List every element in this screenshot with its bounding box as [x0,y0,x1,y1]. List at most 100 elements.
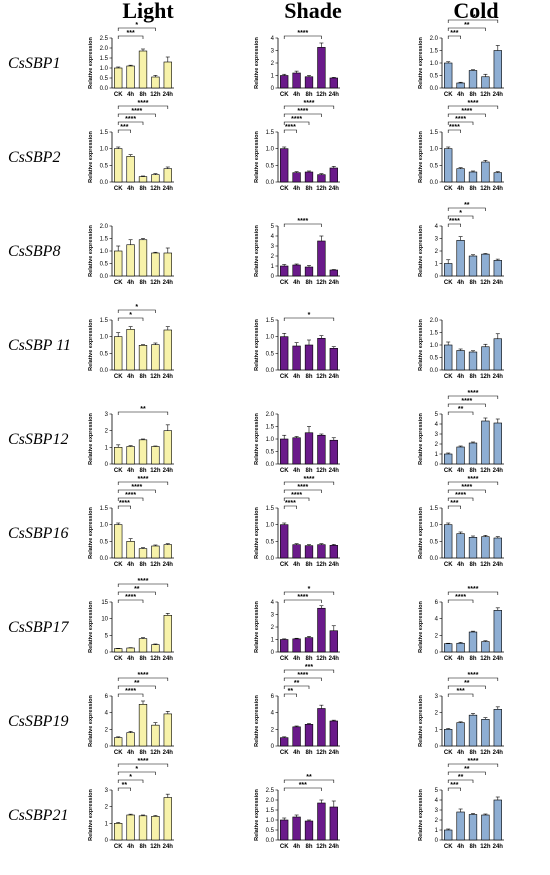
x-tick-label: 8h [305,468,312,474]
x-tick-label: 24h [163,92,174,98]
y-tick-label: 0.5 [430,163,439,169]
x-tick-label: 12h [316,844,327,850]
bar [317,47,326,89]
y-tick-label: 1.0 [266,818,275,824]
bar [329,545,338,559]
bar [481,346,490,371]
x-tick-label: 4h [293,280,300,286]
significance-bracket [283,121,310,125]
y-tick-label: 3 [105,788,109,794]
x-tick-label: 24h [493,468,504,474]
y-tick-label: 1 [435,262,439,268]
x-tick-label: 4h [457,468,464,474]
significance-bracket [447,481,499,485]
bar [126,156,135,183]
y-tick-label: 1.5 [100,56,109,62]
significance-label: ** [134,680,140,687]
significance-bracket [447,129,461,133]
bar [444,729,453,747]
significance-bracket [283,129,297,133]
x-tick-label: 8h [305,374,312,380]
y-axis-label: Relative expression [254,601,260,653]
significance-bracket [447,207,486,211]
y-axis-label: Relative expression [254,413,260,465]
bar [151,446,160,465]
x-tick-label: 8h [139,468,146,474]
y-tick-label: 3 [271,244,275,250]
y-tick-label: 0.5 [430,539,439,545]
y-tick-label: 1.0 [100,66,109,72]
x-tick-label: CK [114,844,123,850]
significance-bracket [117,763,169,767]
significance-label: * [135,22,138,29]
significance-bracket [283,489,322,493]
bar [456,533,465,559]
bar [456,642,465,653]
x-tick-label: CK [280,186,289,192]
x-tick-label: 8h [469,468,476,474]
y-tick-label: 1.5 [100,130,109,136]
x-tick-label: 24h [329,656,340,662]
significance-label: **** [468,476,479,483]
chart-panel-CsSBP2-shade: 0.0 0.5 1.0 1.5 Relative expression CK 4h 8h 12h… [254,100,340,192]
y-tick-label: 2 [105,727,109,733]
significance-bracket [283,591,335,595]
y-axis-label: Relative expression [254,225,260,277]
x-tick-label: 4h [293,562,300,568]
y-tick-label: 3 [435,808,439,814]
bar [151,724,160,747]
x-tick-label: 4h [127,656,134,662]
significance-bracket [447,215,474,219]
panels-group: CsSBP1 CsSBP2 CsSBP8 CsSBP 11 CsSBP12 CsSBP16… [8,14,504,850]
bar [317,434,326,465]
y-tick-label: 2 [105,805,109,811]
y-tick-label: 2 [435,633,439,639]
chart-panel-CsSBP17-cold: 0 2 4 6 Relative expression CK 4h 8h 12h 24h *****… [418,586,504,662]
x-tick-label: CK [444,844,453,850]
y-tick-label: 1.0 [266,147,275,153]
significance-label: ** [458,406,464,413]
y-tick-label: 0 [435,462,439,468]
y-tick-label: 1 [435,452,439,458]
significance-label: *** [305,664,313,671]
significance-label: ** [288,688,294,695]
y-tick-label: 0.0 [100,368,109,374]
y-tick-label: 0.5 [100,351,109,357]
x-tick-label: 4h [293,656,300,662]
x-tick-label: 24h [163,562,174,568]
x-tick-label: CK [114,280,123,286]
significance-label: **** [468,100,479,107]
y-tick-label: 1.5 [430,331,439,337]
y-tick-label: 0.0 [100,86,109,92]
x-tick-label: CK [114,562,123,568]
y-tick-label: 0.5 [266,450,275,456]
bar [114,447,123,465]
y-tick-label: 0 [105,838,109,844]
significance-bracket [447,787,461,791]
chart-panel-CsSBP17-shade: 0 1 2 3 4 Relative expression CK 4h 8h 12h 24h ****… [254,586,340,662]
bar [468,631,478,653]
bar [481,161,490,183]
x-tick-label: 8h [139,656,146,662]
x-tick-label: 24h [163,374,174,380]
y-tick-label: 0 [105,650,109,656]
significance-label: ** [464,680,470,687]
significance-bracket [283,113,322,117]
chart-panel-CsSBP11-shade: 0.0 0.5 1.0 1.5 Relative expression CK 4h 8h 12h… [254,312,340,380]
significance-label: **** [125,116,136,123]
y-axis-label: Relative expression [88,789,94,841]
significance-bracket [447,505,461,509]
y-tick-label: 2 [435,249,439,255]
x-tick-label: 4h [293,374,300,380]
bar [126,541,135,559]
x-tick-label: 12h [480,186,491,192]
significance-label: * [135,766,138,773]
significance-label: ** [470,14,476,21]
y-tick-label: 4 [271,600,275,606]
x-tick-label: 24h [329,562,340,568]
significance-bracket [447,677,499,681]
significance-bracket [117,35,144,39]
